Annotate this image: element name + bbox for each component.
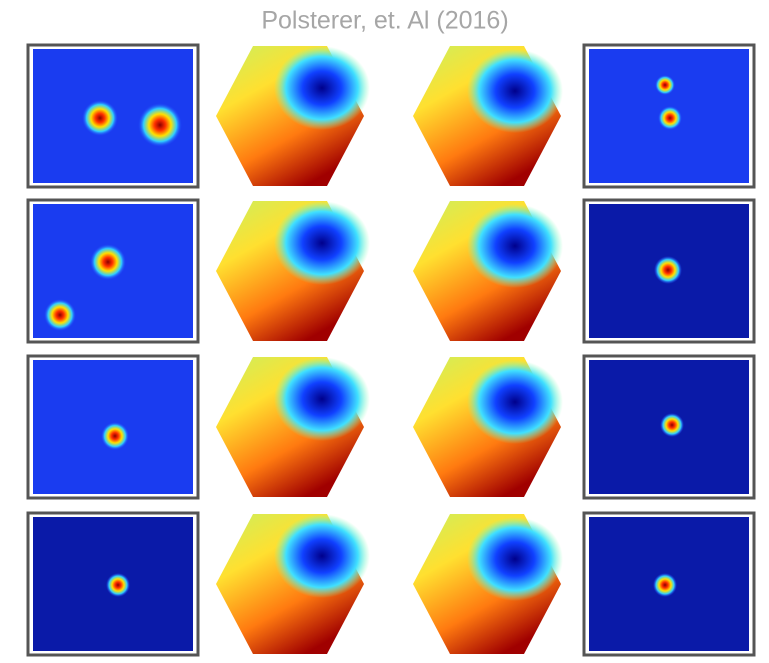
som-cold-region <box>467 204 563 288</box>
source-blob <box>660 413 684 437</box>
source-blob <box>101 422 129 450</box>
source-blob <box>658 106 682 130</box>
source-blob <box>44 299 76 331</box>
source-blob <box>655 75 675 95</box>
source-blob <box>106 573 130 597</box>
source-blob <box>653 573 677 597</box>
source-blob <box>82 100 118 136</box>
source-blob <box>654 256 682 284</box>
source-blob <box>138 103 182 147</box>
som-cold-region <box>467 360 563 444</box>
som-cold-region <box>274 357 370 441</box>
page: Polsterer, et. Al (2016) (() => { const … <box>0 0 769 663</box>
som-cold-region <box>467 49 563 133</box>
figure: Polsterer, et. Al (2016) <box>0 0 769 663</box>
som-cold-region <box>274 514 370 598</box>
source-blob <box>90 244 126 280</box>
som-cold-region <box>274 46 370 130</box>
figure-title: Polsterer, et. Al (2016) <box>261 7 508 35</box>
som-cold-region <box>467 517 563 601</box>
som-cold-region <box>274 201 370 285</box>
